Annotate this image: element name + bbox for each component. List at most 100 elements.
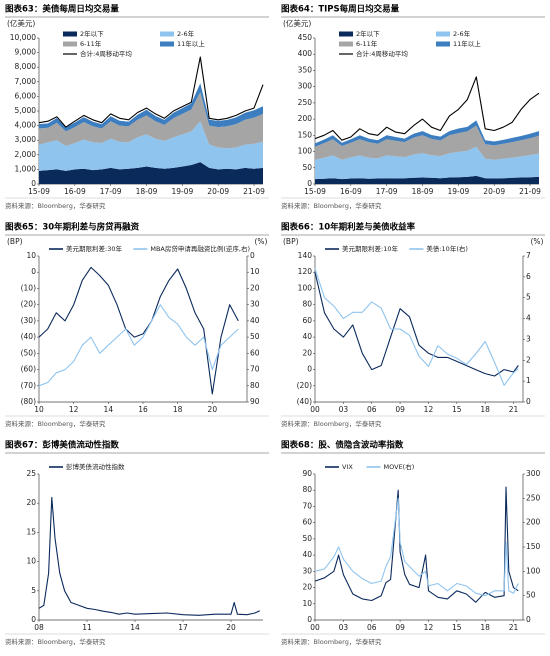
x-tick-label: 03 [339, 623, 349, 632]
y2-tick-label: 100 [526, 566, 541, 575]
y-tick-label: 100 [298, 147, 313, 156]
legend-box [337, 29, 428, 39]
y-tick-label: 2,000 [15, 150, 37, 159]
y2-tick-label: 0 [250, 251, 255, 260]
y-tick-label: 90 [302, 469, 312, 478]
y2-tick-label: 50 [250, 332, 260, 341]
legend-swatch [436, 31, 450, 37]
x-tick-label: 19-09 [447, 187, 469, 196]
x-tick-label: 20-09 [483, 187, 505, 196]
y2-tick-label: 250 [526, 493, 541, 502]
legend-label: 彭博美债流动性指数 [66, 462, 125, 471]
y-tick-label: 400 [298, 49, 313, 58]
legend-label: 美元期限利差:10年 [342, 244, 398, 253]
legend-box [337, 39, 428, 49]
series-line [314, 76, 540, 141]
stacked-area [315, 125, 539, 160]
y-axis-unit: (亿美元) [283, 18, 311, 28]
legend-swatch [160, 41, 174, 47]
legend-label: 合计:4周移动平均 [80, 49, 132, 58]
series-line [314, 486, 519, 603]
legend-swatch [160, 31, 174, 37]
y2-axis-unit: (%) [531, 237, 544, 246]
y-tick-label: (10) [21, 283, 36, 292]
y-tick-label: 8,000 [15, 62, 37, 71]
y-tick-label: 1,000 [15, 164, 37, 173]
y-tick-label: 120 [298, 267, 313, 276]
legend-label: 2-6年 [177, 29, 195, 38]
legend-box [61, 39, 152, 49]
x-tick-label: 15-09 [304, 187, 326, 196]
x-tick-label: 06 [367, 405, 377, 414]
legend-label: MOVE(右) [384, 462, 415, 471]
legend-box [434, 29, 525, 39]
x-tick-label: 15 [452, 623, 462, 632]
y-tick-label: 50 [302, 163, 312, 172]
y2-tick-label: 60 [250, 348, 260, 357]
x-tick-label: 21-09 [243, 187, 265, 196]
x-tick-label: 14 [130, 623, 140, 632]
y2-tick-label: 10 [250, 267, 260, 276]
legend-box [61, 49, 152, 59]
y-tick-label: 3,000 [15, 135, 37, 144]
x-tick-label: 21 [509, 405, 519, 414]
y-tick-label: 40 [302, 332, 312, 341]
legend-label: 11年以上 [453, 39, 481, 48]
y-tick-label: 5 [31, 586, 36, 595]
y-tick-label: (80) [21, 397, 36, 406]
y-tick-label: 4,000 [15, 121, 37, 130]
legend-label: 6-11年 [356, 39, 378, 48]
legend-label: 11年以上 [177, 39, 205, 48]
stacked-area [39, 162, 263, 184]
panel-title: 图表68：股、债隐含波动率指数 [281, 440, 404, 451]
y2-tick-label: 90 [250, 397, 260, 406]
x-tick-label: 18 [480, 405, 490, 414]
x-tick-label: 16-09 [340, 187, 362, 196]
y-tick-label: (70) [21, 381, 36, 390]
y-tick-label: 30 [302, 566, 312, 575]
x-tick-label: 12 [424, 623, 434, 632]
y-tick-label: 10 [26, 251, 36, 260]
series-line [38, 266, 239, 395]
x-tick-label: 21 [509, 623, 519, 632]
x-tick-label: 09 [395, 405, 405, 414]
y-tick-label: 60 [302, 518, 312, 527]
x-tick-label: 20-09 [207, 187, 229, 196]
x-tick-label: 18-09 [412, 187, 434, 196]
series-line [314, 268, 519, 386]
y2-tick-label: 7 [526, 251, 531, 260]
x-tick-label: 16 [138, 405, 148, 414]
y-tick-label: 25 [26, 469, 36, 478]
y-tick-label: 0 [31, 179, 36, 188]
panel-title: 图表63：美债每周日均交易量 [5, 4, 119, 15]
y-tick-label: 70 [302, 501, 312, 510]
y-tick-label: 60 [302, 316, 312, 325]
y-axis-unit: (亿美元) [7, 18, 35, 28]
x-tick-label: 11 [82, 623, 92, 632]
source-note: 资料来源：Bloomberg，华泰研究 [281, 419, 382, 428]
y-tick-label: 250 [298, 98, 313, 107]
y-tick-label: (20) [297, 381, 312, 390]
y-tick-label: 40 [302, 550, 312, 559]
y2-tick-label: 70 [250, 365, 260, 374]
y-tick-label: 9,000 [15, 48, 37, 57]
stacked-area [315, 120, 539, 147]
y2-tick-label: 150 [526, 542, 541, 551]
y-tick-label: 200 [298, 114, 313, 123]
y-tick-label: 6,000 [15, 91, 37, 100]
y-tick-label: 80 [302, 485, 312, 494]
source-note: 资料来源：Bloomberg，华泰研究 [281, 201, 382, 210]
x-tick-label: 08 [34, 623, 44, 632]
stacked-area [39, 121, 263, 171]
y-tick-label: (50) [21, 348, 36, 357]
x-tick-label: 14 [104, 405, 114, 414]
source-note: 资料来源：Bloomberg，华泰研究 [5, 419, 106, 428]
x-tick-label: 17 [178, 623, 188, 632]
x-tick-label: 18-09 [136, 187, 158, 196]
y2-tick-label: 0 [526, 397, 531, 406]
y-tick-label: 0 [31, 267, 36, 276]
legend-box [337, 49, 428, 59]
y-tick-label: 10,000 [10, 33, 36, 42]
x-tick-label: 16-09 [64, 187, 86, 196]
